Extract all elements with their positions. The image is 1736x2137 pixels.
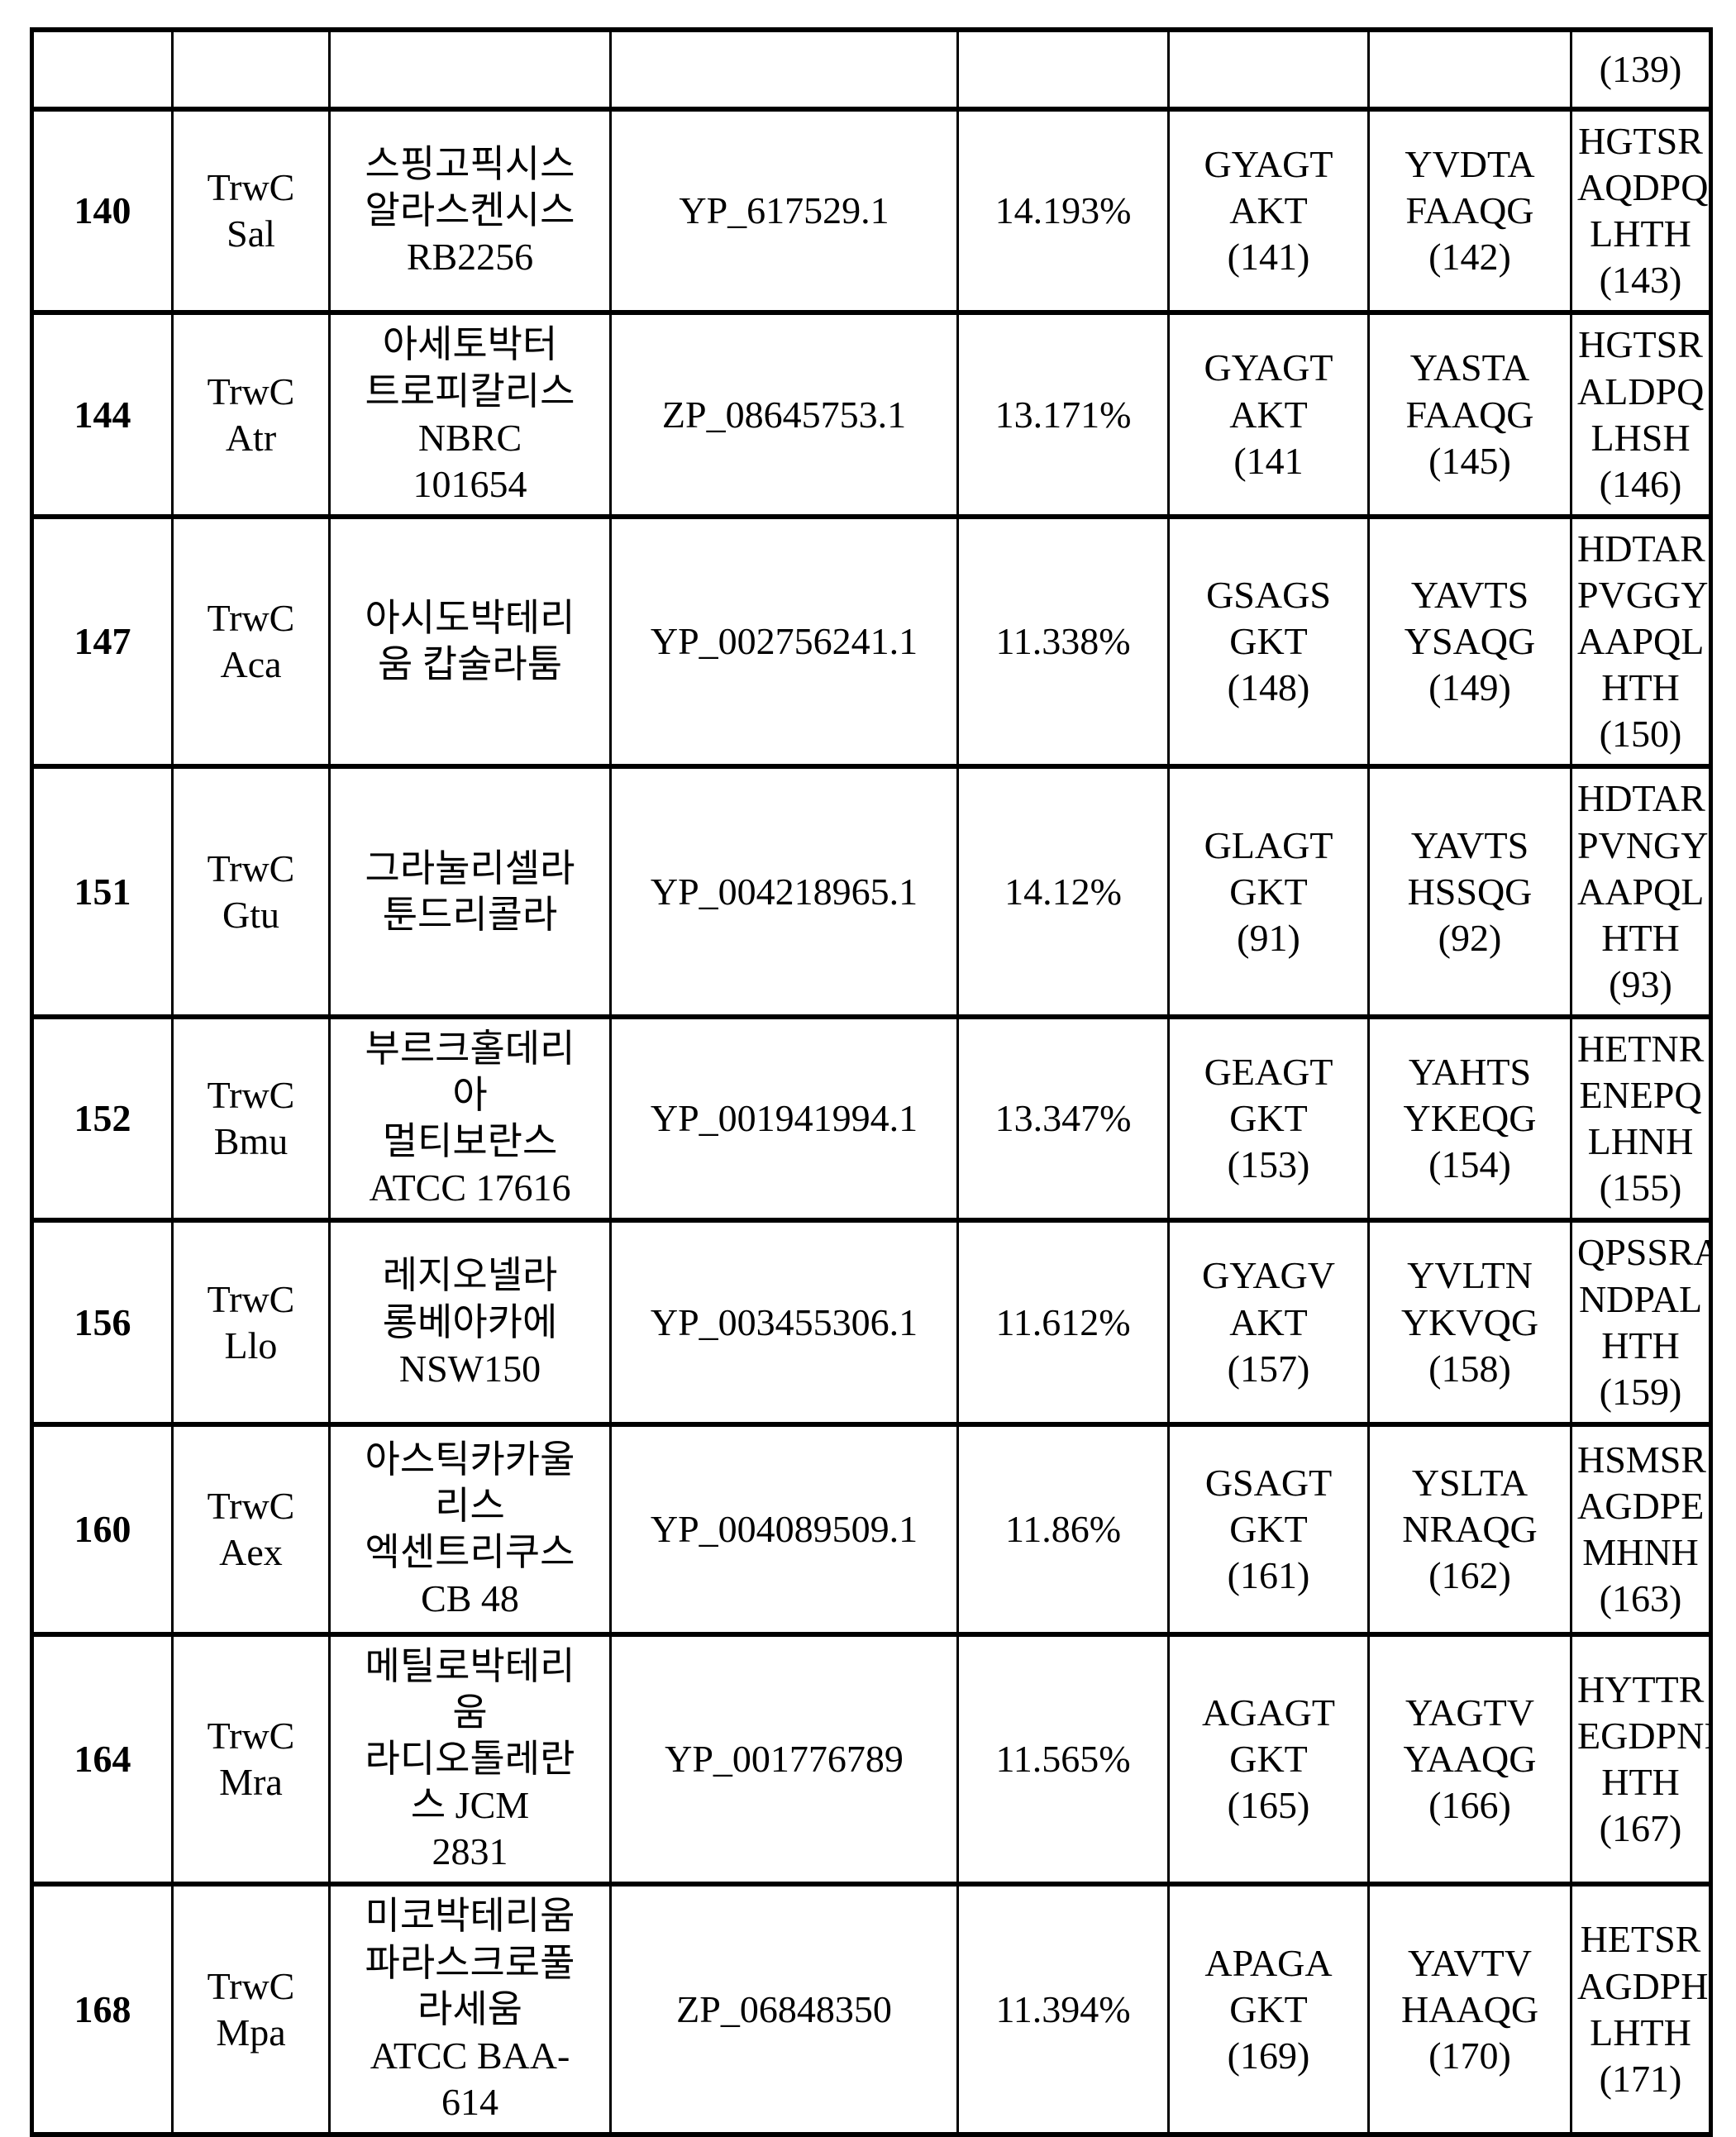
motif-2: YASTA FAAQG (145)	[1367, 310, 1572, 519]
table-row: 156 TrwC Llo 레지오넬라 롱베아카에 NSW150 YP_00345…	[31, 1218, 1712, 1427]
protein-name	[171, 27, 331, 112]
protein-name: TrwC Aex	[171, 1421, 331, 1637]
entry-number: 144	[31, 310, 174, 519]
motif-2	[1367, 27, 1572, 112]
motif-2: YVLTN YKVQG (158)	[1367, 1218, 1572, 1427]
protein-name: TrwC Atr	[171, 310, 331, 519]
table-row: 144 TrwC Atr 아세토박터 트로피칼리스 NBRC 101654 ZP…	[31, 310, 1712, 519]
organism-name	[328, 27, 612, 112]
protein-name: TrwC Llo	[171, 1218, 331, 1427]
protein-name: TrwC Gtu	[171, 764, 331, 1019]
motif-3: QPSSRA NDPAL HTH (159)	[1570, 1218, 1712, 1427]
motif-1: GYAGV AKT (157)	[1167, 1218, 1370, 1427]
accession-number	[609, 27, 959, 112]
accession-number: YP_001776789	[609, 1631, 959, 1887]
motif-1: GSAGT GKT (161)	[1167, 1421, 1370, 1637]
protein-name: TrwC Bmu	[171, 1014, 331, 1224]
accession-number: YP_004089509.1	[609, 1421, 959, 1637]
entry-number: 151	[31, 764, 174, 1019]
accession-number: YP_003455306.1	[609, 1218, 959, 1427]
identity-percent: 13.171%	[956, 310, 1170, 519]
motif-2: YVDTA FAAQG (142)	[1367, 106, 1572, 316]
organism-name: 아세토박터 트로피칼리스 NBRC 101654	[328, 310, 612, 519]
motif-3: HSMSR AGDPE MHNH (163)	[1570, 1421, 1712, 1637]
entry-number: 164	[31, 1631, 174, 1887]
identity-percent: 11.612%	[956, 1218, 1170, 1427]
sequence-table: (139) 140 TrwC Sal 스핑고픽시스 알라스켄시스 RB2256 …	[30, 27, 1713, 2137]
motif-1: GYAGT AKT (141	[1167, 310, 1370, 519]
organism-name: 스핑고픽시스 알라스켄시스 RB2256	[328, 106, 612, 316]
entry-number: 156	[31, 1218, 174, 1427]
table-row: 152 TrwC Bmu 부르크홀데리 아 멀티보란스 ATCC 17616 Y…	[31, 1014, 1712, 1224]
motif-1: APAGA GKT (169)	[1167, 1882, 1370, 2137]
motif-3: HDTAR PVNGY AAPQL HTH (93)	[1570, 764, 1712, 1019]
accession-number: YP_001941994.1	[609, 1014, 959, 1224]
table-row: 164 TrwC Mra 메틸로박테리 움 라디오톨레란 스 JCM 2831 …	[31, 1631, 1712, 1887]
identity-percent	[956, 27, 1170, 112]
organism-name: 레지오넬라 롱베아카에 NSW150	[328, 1218, 612, 1427]
motif-1: GEAGT GKT (153)	[1167, 1014, 1370, 1224]
motif-2: YSLTA NRAQG (162)	[1367, 1421, 1572, 1637]
table-row: 168 TrwC Mpa 미코박테리움 파라스크로풀 라세움 ATCC BAA-…	[31, 1882, 1712, 2137]
organism-name: 아시도박테리 움 캅술라툼	[328, 513, 612, 770]
accession-number: YP_004218965.1	[609, 764, 959, 1019]
motif-3: HYTTR EGDPNI HTH (167)	[1570, 1631, 1712, 1887]
motif-3: HGTSR AQDPQ LHTH (143)	[1570, 106, 1712, 316]
table-row: 147 TrwC Aca 아시도박테리 움 캅술라툼 YP_002756241.…	[31, 513, 1712, 770]
motif-1: GYAGT AKT (141)	[1167, 106, 1370, 316]
identity-percent: 11.394%	[956, 1882, 1170, 2137]
organism-name: 아스틱카카울 리스 엑센트리쿠스 CB 48	[328, 1421, 612, 1637]
table-row: (139)	[31, 27, 1712, 112]
table-row: 160 TrwC Aex 아스틱카카울 리스 엑센트리쿠스 CB 48 YP_0…	[31, 1421, 1712, 1637]
entry-number: 168	[31, 1882, 174, 2137]
identity-percent: 14.12%	[956, 764, 1170, 1019]
protein-name: TrwC Sal	[171, 106, 331, 316]
motif-3: HDTAR PVGGY AAPQL HTH (150)	[1570, 513, 1712, 770]
table-row: 140 TrwC Sal 스핑고픽시스 알라스켄시스 RB2256 YP_617…	[31, 106, 1712, 316]
accession-number: ZP_08645753.1	[609, 310, 959, 519]
organism-name: 미코박테리움 파라스크로풀 라세움 ATCC BAA- 614	[328, 1882, 612, 2137]
protein-name: TrwC Mpa	[171, 1882, 331, 2137]
motif-1	[1167, 27, 1370, 112]
accession-number: YP_617529.1	[609, 106, 959, 316]
motif-2: YAHTS YKEQG (154)	[1367, 1014, 1572, 1224]
identity-percent: 11.86%	[956, 1421, 1170, 1637]
table-row: 151 TrwC Gtu 그라눌리셀라 툰드리콜라 YP_004218965.1…	[31, 764, 1712, 1019]
motif-3: HETNR ENEPQ LHNH (155)	[1570, 1014, 1712, 1224]
motif-1: AGAGT GKT (165)	[1167, 1631, 1370, 1887]
protein-name: TrwC Aca	[171, 513, 331, 770]
motif-1: GSAGS GKT (148)	[1167, 513, 1370, 770]
entry-number: 147	[31, 513, 174, 770]
entry-number	[31, 27, 174, 112]
motif-1: GLAGT GKT (91)	[1167, 764, 1370, 1019]
motif-3: HETSR AGDPH LHTH (171)	[1570, 1882, 1712, 2137]
identity-percent: 11.565%	[956, 1631, 1170, 1887]
protein-name: TrwC Mra	[171, 1631, 331, 1887]
identity-percent: 13.347%	[956, 1014, 1170, 1224]
organism-name: 부르크홀데리 아 멀티보란스 ATCC 17616	[328, 1014, 612, 1224]
identity-percent: 14.193%	[956, 106, 1170, 316]
entry-number: 140	[31, 106, 174, 316]
accession-number: ZP_06848350	[609, 1882, 959, 2137]
accession-number: YP_002756241.1	[609, 513, 959, 770]
entry-number: 160	[31, 1421, 174, 1637]
motif-3: (139)	[1570, 27, 1712, 112]
motif-2: YAGTV YAAQG (166)	[1367, 1631, 1572, 1887]
organism-name: 그라눌리셀라 툰드리콜라	[328, 764, 612, 1019]
motif-2: YAVTS HSSQG (92)	[1367, 764, 1572, 1019]
document-page: (139) 140 TrwC Sal 스핑고픽시스 알라스켄시스 RB2256 …	[30, 27, 1713, 2137]
identity-percent: 11.338%	[956, 513, 1170, 770]
organism-name: 메틸로박테리 움 라디오톨레란 스 JCM 2831	[328, 1631, 612, 1887]
entry-number: 152	[31, 1014, 174, 1224]
motif-3: HGTSR ALDPQ LHSH (146)	[1570, 310, 1712, 519]
motif-2: YAVTV HAAQG (170)	[1367, 1882, 1572, 2137]
motif-2: YAVTS YSAQG (149)	[1367, 513, 1572, 770]
